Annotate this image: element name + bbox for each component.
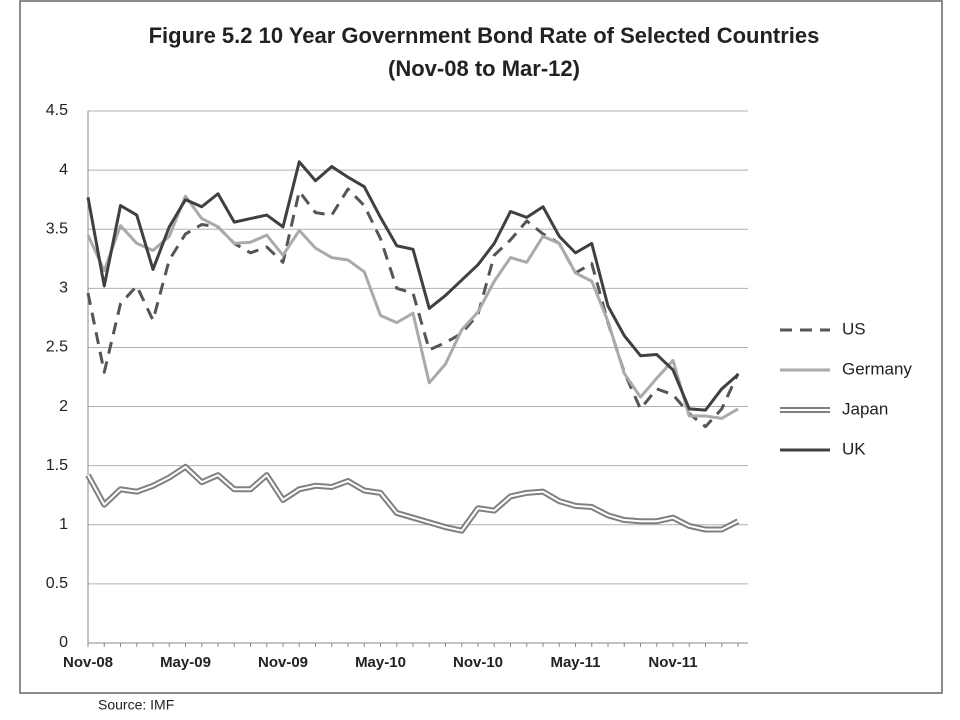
y-tick-label: 3.5: [46, 220, 68, 237]
legend-label: US: [842, 319, 866, 338]
chart-title: Figure 5.2 10 Year Government Bond Rate …: [149, 23, 820, 48]
source-note: Source: IMF: [98, 697, 174, 713]
legend-label: UK: [842, 439, 866, 458]
chart-subtitle: (Nov-08 to Mar-12): [388, 56, 580, 81]
x-tick-label: May-10: [355, 654, 406, 671]
chart-frame: [19, 0, 943, 694]
x-tick-label: Nov-08: [63, 654, 113, 671]
line: [86, 194, 739, 420]
y-tick-label: 3: [59, 280, 68, 297]
line: [86, 160, 739, 412]
y-tick-label: 1: [59, 516, 68, 533]
y-tick-label: 2.5: [46, 339, 68, 356]
y-tick-label: 4.5: [46, 102, 68, 119]
y-tick-label: 4: [59, 161, 68, 178]
legend-label: Germany: [842, 359, 912, 378]
x-tick-label: May-09: [160, 654, 211, 671]
x-tick-label: May-11: [550, 654, 600, 671]
y-tick-label: 0.5: [46, 575, 68, 592]
y-tick-label: 2: [59, 398, 68, 415]
x-tick-label: Nov-11: [648, 654, 697, 671]
x-tick-label: Nov-10: [453, 654, 503, 671]
y-tick-label: 0: [59, 634, 68, 651]
line: [86, 187, 740, 429]
x-tick-label: Nov-09: [258, 654, 308, 671]
legend-label: Japan: [842, 399, 888, 418]
y-tick-label: 1.5: [46, 457, 68, 474]
line-inner: [87, 465, 739, 532]
